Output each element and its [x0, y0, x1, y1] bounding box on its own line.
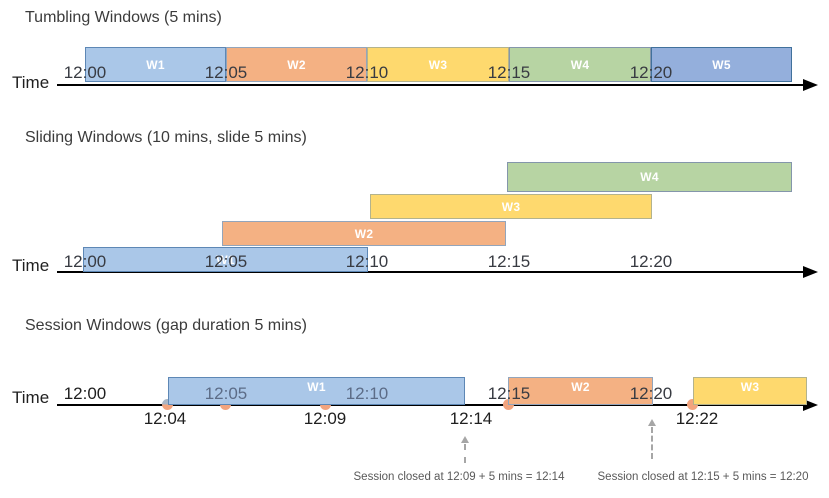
session-time-axis [57, 404, 803, 406]
sliding-tick-1210: 12:10 [345, 252, 389, 271]
callout-arrow-line-1 [464, 444, 466, 463]
tumbling-window-w2-label: W2 [287, 57, 306, 72]
sliding-time-axis-label: Time [12, 256, 50, 275]
sliding-window-w2-label: W2 [354, 226, 374, 241]
tumbling-time-axis-label: Time [12, 73, 50, 92]
sliding-window-w4-label: W4 [640, 170, 659, 184]
tumbling-time-axis [57, 84, 803, 86]
sliding-window-w2: W2 [222, 221, 506, 246]
event-dot-1204 [162, 399, 173, 410]
tumbling-window-w3-label: W3 [428, 57, 448, 72]
session-tick-1205: 12:05 [204, 384, 248, 403]
tumbling-window-w5: W5 [651, 47, 792, 82]
sliding-axis-arrow-icon [803, 266, 818, 278]
sliding-tick-1200: 12:00 [63, 252, 107, 271]
tumbling-tick-1215: 12:15 [487, 63, 531, 82]
sliding-window-w1: W1 [83, 247, 368, 272]
callout-arrow-line-2 [651, 427, 653, 459]
session-window-w2-label: W2 [571, 380, 590, 394]
sliding-tick-1205: 12:05 [204, 252, 248, 271]
session-tick-1220: 12:20 [629, 384, 673, 403]
tumbling-tick-1210: 12:10 [345, 63, 389, 82]
session-window-w3-label: W3 [740, 380, 760, 394]
tumbling-tick-1220: 12:20 [629, 63, 673, 82]
callout-arrowhead-icon-2 [648, 419, 656, 426]
tumbling-tick-1200: 12:00 [63, 63, 107, 82]
tumbling-tick-1205: 12:05 [204, 63, 248, 82]
tumbling-window-w5-label: W5 [712, 57, 731, 72]
sliding-tick-1215: 12:15 [487, 252, 531, 271]
sliding-window-w3: W3 [370, 194, 652, 219]
sliding-time-axis [57, 271, 803, 273]
session-window-w1: W1 [168, 377, 465, 405]
tumbling-window-w2: W2 [226, 47, 367, 82]
tumbling-window-w1: W1 [85, 47, 226, 82]
sliding-window-w3-label: W3 [501, 199, 521, 214]
tumbling-section-title: Tumbling Windows (5 mins) [25, 9, 222, 26]
session-time-axis-label: Time [12, 388, 50, 407]
event-time-label-1209: 12:09 [303, 409, 347, 428]
session-window-w3: W3 [693, 377, 807, 405]
session-section-title: Session Windows (gap duration 5 mins) [25, 317, 307, 334]
event-dot-1222 [687, 399, 698, 410]
tumbling-window-w4: W4 [509, 47, 651, 82]
tumbling-axis-arrow-icon [803, 79, 818, 91]
sliding-tick-1220: 12:20 [629, 252, 673, 271]
session-close-annotation-1: Session closed at 12:09 + 5 mins = 12:14 [353, 471, 565, 483]
session-tick-1215: 12:15 [487, 384, 531, 403]
tumbling-window-w3: W3 [367, 47, 509, 82]
session-tick-1210: 12:10 [345, 384, 389, 403]
session-close-time-label-1214: 12:14 [449, 409, 493, 428]
callout-arrowhead-icon-1 [461, 436, 469, 443]
event-time-label-1204: 12:04 [143, 409, 187, 428]
sliding-window-w1-label: W1 [216, 252, 235, 267]
session-window-w1-label: W1 [307, 380, 326, 394]
session-window-w2: W2 [508, 377, 653, 405]
session-tick-1200: 12:00 [63, 384, 107, 403]
event-time-label-1222: 12:22 [675, 409, 719, 428]
tumbling-window-w1-label: W1 [146, 57, 165, 72]
sliding-window-w4: W4 [507, 162, 792, 192]
session-close-annotation-2: Session closed at 12:15 + 5 mins = 12:20 [597, 471, 809, 483]
tumbling-window-w4-label: W4 [570, 57, 590, 72]
sliding-section-title: Sliding Windows (10 mins, slide 5 mins) [25, 129, 307, 146]
